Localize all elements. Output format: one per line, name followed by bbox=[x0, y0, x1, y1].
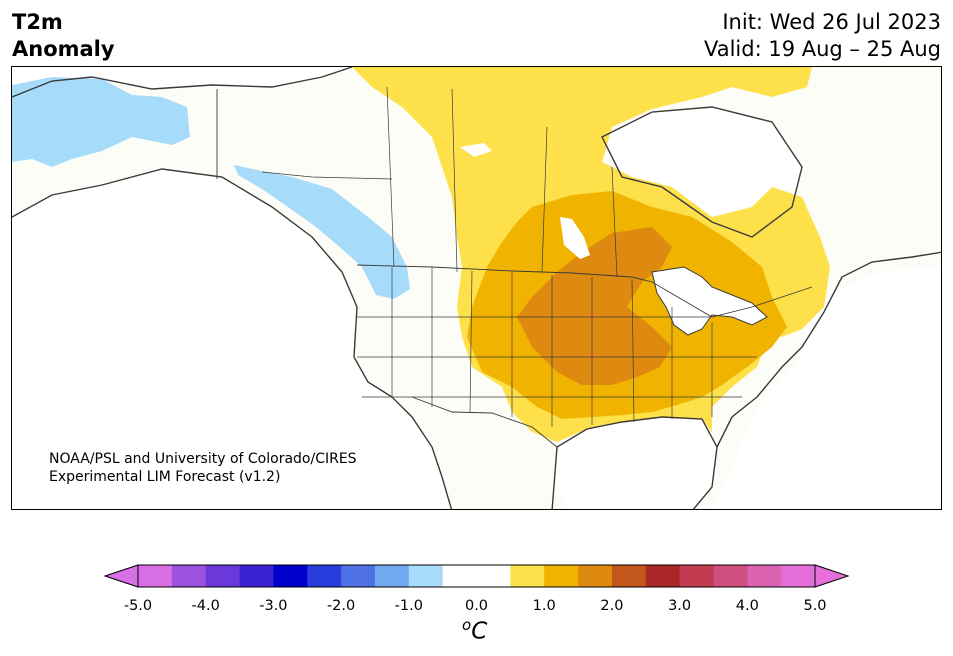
unit-degree-symbol: o bbox=[462, 616, 472, 634]
colorbar-segment bbox=[713, 565, 748, 587]
colorbar-tick-label: 5.0 bbox=[803, 598, 827, 614]
coastline-gulf bbox=[551, 416, 718, 509]
colorbar-tick-label: -1.0 bbox=[394, 598, 423, 614]
anomaly-map bbox=[12, 67, 941, 509]
colorbar-under-arrow bbox=[103, 564, 139, 588]
colorbar-unit: oC bbox=[462, 616, 487, 645]
canada-province-borders bbox=[261, 86, 618, 278]
colorbar-segment bbox=[307, 565, 342, 587]
colorbar-segment bbox=[645, 565, 681, 587]
colorbar-tick-label: -5.0 bbox=[123, 598, 153, 614]
colorbar bbox=[103, 564, 850, 588]
great-lakes bbox=[651, 266, 768, 336]
colorbar-tick-label: -4.0 bbox=[191, 598, 220, 614]
credit-line-1: NOAA/PSL and University of Colorado/CIRE… bbox=[49, 451, 357, 467]
coastline-east bbox=[716, 251, 941, 448]
coastline-west bbox=[12, 168, 453, 509]
colorbar-segment bbox=[341, 565, 376, 587]
title-line-anomaly: Anomaly bbox=[12, 37, 115, 61]
colorbar-tick-label: -2.0 bbox=[326, 598, 356, 614]
colorbar-border bbox=[137, 564, 816, 588]
coastline-hudson-bay bbox=[601, 106, 803, 238]
us-canada-border bbox=[356, 264, 813, 318]
colorbar-segment bbox=[510, 565, 545, 587]
colorbar-tick-label: 2.0 bbox=[600, 598, 624, 614]
hudson-bay bbox=[602, 107, 802, 237]
colorbar-segment bbox=[544, 565, 579, 587]
colorbar-segment bbox=[476, 565, 511, 587]
colorbar-segment bbox=[374, 565, 410, 587]
gulf-of-mexico bbox=[552, 417, 717, 509]
white-patch-north bbox=[460, 143, 492, 157]
colorbar-tick-label: 0.0 bbox=[464, 598, 489, 614]
colorbar-segment bbox=[611, 565, 647, 587]
colorbar-segment bbox=[679, 565, 714, 587]
valid-date: Valid: 19 Aug – 25 Aug bbox=[703, 37, 941, 61]
colorbar-segment bbox=[239, 565, 274, 587]
us-mexico-border bbox=[411, 396, 558, 448]
colorbar-segment bbox=[442, 565, 477, 587]
colorbar-tick-label: 1.0 bbox=[532, 598, 556, 614]
pacific-ocean bbox=[12, 169, 452, 509]
white-patch-saskatchewan bbox=[560, 217, 590, 259]
title-line-variable: T2m bbox=[12, 10, 63, 34]
data-credit: NOAA/PSL and University of Colorado/CIRE… bbox=[49, 450, 357, 486]
colorbar-tick-label: 4.0 bbox=[735, 598, 759, 614]
init-date: Init: Wed 26 Jul 2023 bbox=[722, 10, 941, 34]
colorbar-tick-label: 3.0 bbox=[668, 598, 692, 614]
colorbar-segment bbox=[171, 565, 207, 587]
atlantic-ocean bbox=[712, 267, 941, 509]
map-title: T2m Anomaly bbox=[12, 9, 115, 63]
us-state-borders bbox=[357, 267, 757, 427]
colorbar-segment bbox=[578, 565, 613, 587]
colorbar-tick-label: -3.0 bbox=[259, 598, 288, 614]
cool-anomaly-alaska bbox=[12, 77, 190, 167]
colorbar-segment bbox=[747, 565, 782, 587]
colorbar-segment bbox=[138, 565, 173, 587]
colorbar-segment bbox=[273, 565, 308, 587]
coastline-arctic bbox=[12, 67, 353, 98]
colorbar-over-arrow bbox=[814, 564, 850, 588]
forecast-dates: Init: Wed 26 Jul 2023 Valid: 19 Aug – 25… bbox=[704, 9, 941, 63]
colorbar-segment bbox=[781, 565, 816, 587]
colorbar-segment bbox=[205, 565, 241, 587]
colorbar-segment bbox=[408, 565, 444, 587]
map-panel bbox=[11, 66, 942, 510]
credit-line-2: Experimental LIM Forecast (v1.2) bbox=[49, 469, 281, 485]
unit-label: C bbox=[471, 618, 488, 645]
